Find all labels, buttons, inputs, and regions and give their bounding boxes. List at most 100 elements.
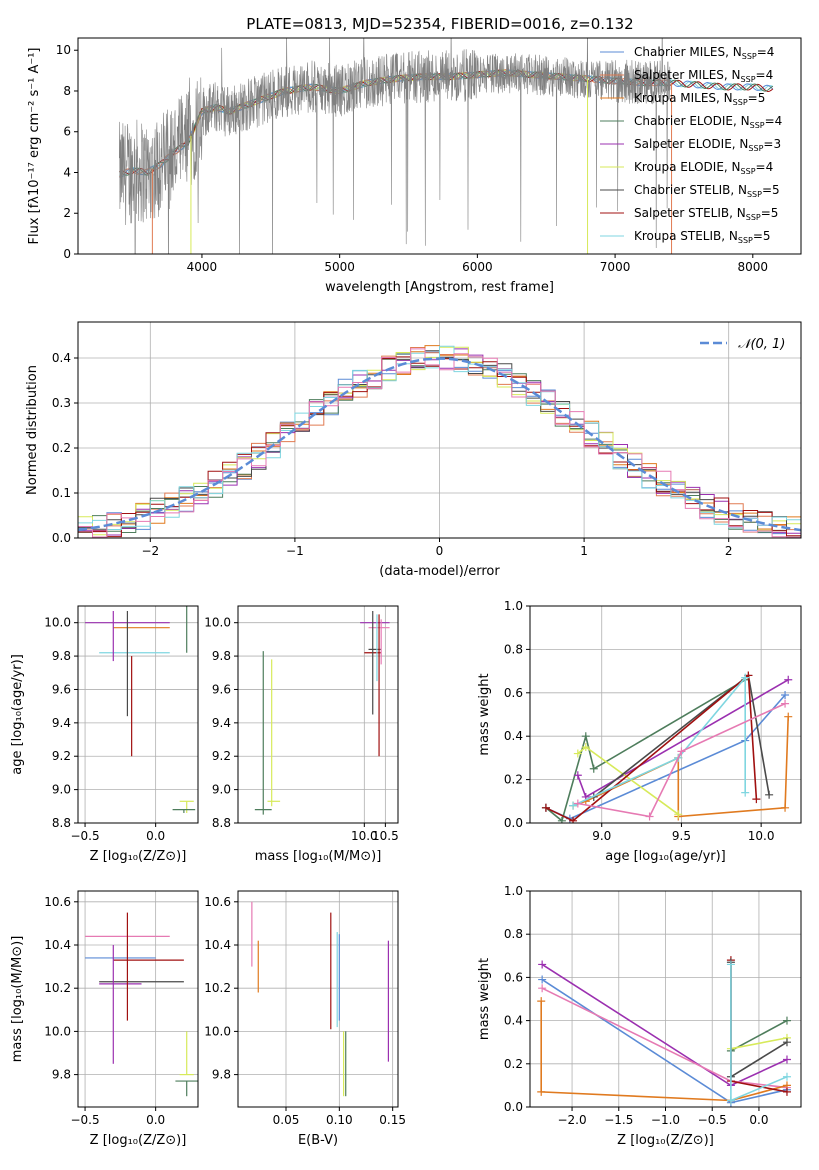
histogram-kroupa_stelib: [78, 345, 801, 530]
x-tick-label: 7000: [600, 260, 631, 274]
mass_weight_vs_Z-plot-area: [537, 956, 791, 1107]
y-axis-label: age [log₁₀(age/yr)]: [10, 654, 25, 775]
x-tick-label: 0.0: [749, 1113, 768, 1127]
weight-marker-chabrier_elodie: [557, 816, 566, 823]
weight-marker-kroupa_stelib: [726, 1096, 735, 1105]
y-tick-label: 0.2: [504, 1057, 523, 1071]
x-axis-label: wavelength [Angstrom, rest frame]: [325, 280, 554, 295]
y-tick-label: 9.8: [212, 1068, 231, 1082]
x-axis-label: Z [log₁₀(Z/Z⊙)]: [90, 1133, 187, 1148]
y-tick-label: 10.0: [44, 616, 71, 630]
weight-line-chabrier_elodie: [730, 1019, 788, 1052]
weight-line-kroupa_stelib: [572, 675, 746, 807]
weight-marker-extra_pink: [677, 747, 686, 756]
x-tick-label: 0: [436, 544, 444, 558]
y-tick-label: 0.0: [504, 816, 523, 830]
weight-line-kroupa_miles: [572, 716, 789, 818]
x-tick-label: −2: [141, 544, 159, 558]
observed-spectrum: [119, 38, 671, 254]
x-tick-label: 2: [725, 544, 733, 558]
histogram-plot-area: [78, 345, 801, 538]
figure-title: PLATE=0813, MJD=52354, FIBERID=0016, z=0…: [246, 15, 633, 33]
axes-frame: [237, 605, 399, 824]
weight-marker-kroupa_elodie: [674, 810, 683, 819]
y-tick-label: 1.0: [504, 884, 523, 898]
x-tick-label: −1: [286, 544, 304, 558]
y-tick-label: 0.2: [504, 773, 523, 787]
y-tick-label: 0.2: [52, 441, 71, 455]
y-tick-label: 1.0: [504, 599, 523, 613]
x-tick-label: −0.5: [698, 1113, 727, 1127]
residual-panel: −2 −1 0 1 2 0.0 0.1 0.2 0.3 0.4 (data-model)/error…: [25, 321, 802, 579]
y-tick-label: 0.6: [504, 970, 523, 984]
x-tick-label: 0.15: [379, 1113, 406, 1127]
axes-frame: [77, 37, 802, 255]
spectrum-panel: 4000 5000 6000 7000 8000 0 2 4 6 8 10 wavelength [A…: [27, 37, 802, 295]
x-tick-label: 0.0: [146, 1113, 165, 1127]
weight-marker-extra_pink: [538, 984, 547, 993]
x-axis-label: E(B-V): [298, 1133, 338, 1148]
weight-marker-kroupa_miles: [784, 712, 793, 721]
age_vs_mass-plot-area: [254, 611, 390, 815]
x-axis-label: (data-model)/error: [379, 564, 500, 579]
y-axis-label: mass weight: [477, 673, 492, 755]
axes-frame: [529, 890, 802, 1108]
weight-marker-extra_pink: [781, 699, 790, 708]
massweight-vs-metallicity-panel: −2.0 −1.5 −1.0 −0.5 0.0 0.0 0.2 0.4 0.6 0.8 1.0 Z […: [477, 884, 802, 1148]
y-tick-label: 9.8: [52, 649, 71, 663]
y-tick-label: 0.8: [504, 642, 523, 656]
y-tick-label: 0.6: [504, 686, 523, 700]
weight-marker-salpeter_elodie: [784, 675, 793, 684]
y-tick-label: 0.4: [52, 351, 71, 365]
weight-marker-salpeter_stelib: [569, 816, 578, 823]
x-tick-label: 10.0: [748, 829, 775, 843]
x-tick-label: 5000: [324, 260, 355, 274]
y-tick-label: 0.0: [52, 531, 71, 545]
y-axis-label: mass [log₁₀(M/M⊙)]: [10, 936, 25, 1063]
mass-vs-metallicity-panel: −0.5 0.0 9.8 10.0 10.2 10.4 10.6 Z [log₁₀(Z/Z⊙)…: [10, 890, 199, 1148]
y-axis-label: Normed distribution: [25, 365, 40, 495]
weight-marker-chabrier_miles: [538, 975, 547, 984]
legend-entry-chabrier_elodie: Chabrier ELODIE, NSSP=4: [634, 114, 782, 130]
y-tick-label: 0.4: [504, 729, 523, 743]
x-tick-label: 0.05: [273, 1113, 300, 1127]
weight-marker-kroupa_stelib: [741, 788, 750, 797]
y-tick-label: 10: [56, 43, 71, 57]
legend-entry-chabrier_stelib: Chabrier STELIB, NSSP=5: [634, 183, 780, 199]
y-tick-label: 0.8: [504, 927, 523, 941]
mass_vs_Z-plot-area: [85, 912, 198, 1097]
y-tick-label: 10.6: [204, 895, 231, 909]
axes-frame: [529, 605, 802, 824]
y-tick-label: 0.3: [52, 396, 71, 410]
legend-entry-normal: 𝒩(0, 1): [738, 337, 785, 352]
axes-frame: [77, 321, 802, 539]
normal-curve: [78, 357, 801, 532]
y-tick-label: 9.8: [212, 649, 231, 663]
histogram-extra_pink: [78, 348, 801, 538]
weight-marker-kroupa_stelib: [569, 801, 578, 810]
x-tick-label: 10.0: [351, 829, 378, 843]
legend-entry-kroupa_stelib: Kroupa STELIB, NSSP=5: [634, 229, 771, 245]
y-tick-label: 9.6: [212, 682, 231, 696]
x-axis-label: mass [log₁₀(M/M⊙)]: [255, 849, 382, 864]
weight-marker-chabrier_elodie: [782, 1016, 791, 1025]
x-tick-label: 1: [580, 544, 588, 558]
y-tick-label: 9.4: [52, 716, 71, 730]
x-tick-label: −2.0: [557, 1113, 586, 1127]
weight-marker-chabrier_miles: [781, 690, 790, 699]
y-tick-label: 9.0: [52, 783, 71, 797]
x-tick-label: 8000: [738, 260, 769, 274]
weight-line-kroupa_miles: [540, 1001, 788, 1102]
weight-marker-salpeter_elodie: [782, 1055, 791, 1064]
y-tick-label: 10.6: [44, 895, 71, 909]
weight-line-salpeter_elodie: [541, 963, 788, 1087]
y-tick-label: 9.8: [52, 1068, 71, 1082]
y-tick-label: 10.2: [204, 981, 231, 995]
y-tick-label: 10.4: [204, 938, 231, 952]
axes-frame: [77, 605, 199, 824]
y-tick-label: 10.0: [204, 616, 231, 630]
y-tick-label: 6: [63, 125, 71, 139]
weight-marker-extra_pink: [573, 799, 582, 808]
